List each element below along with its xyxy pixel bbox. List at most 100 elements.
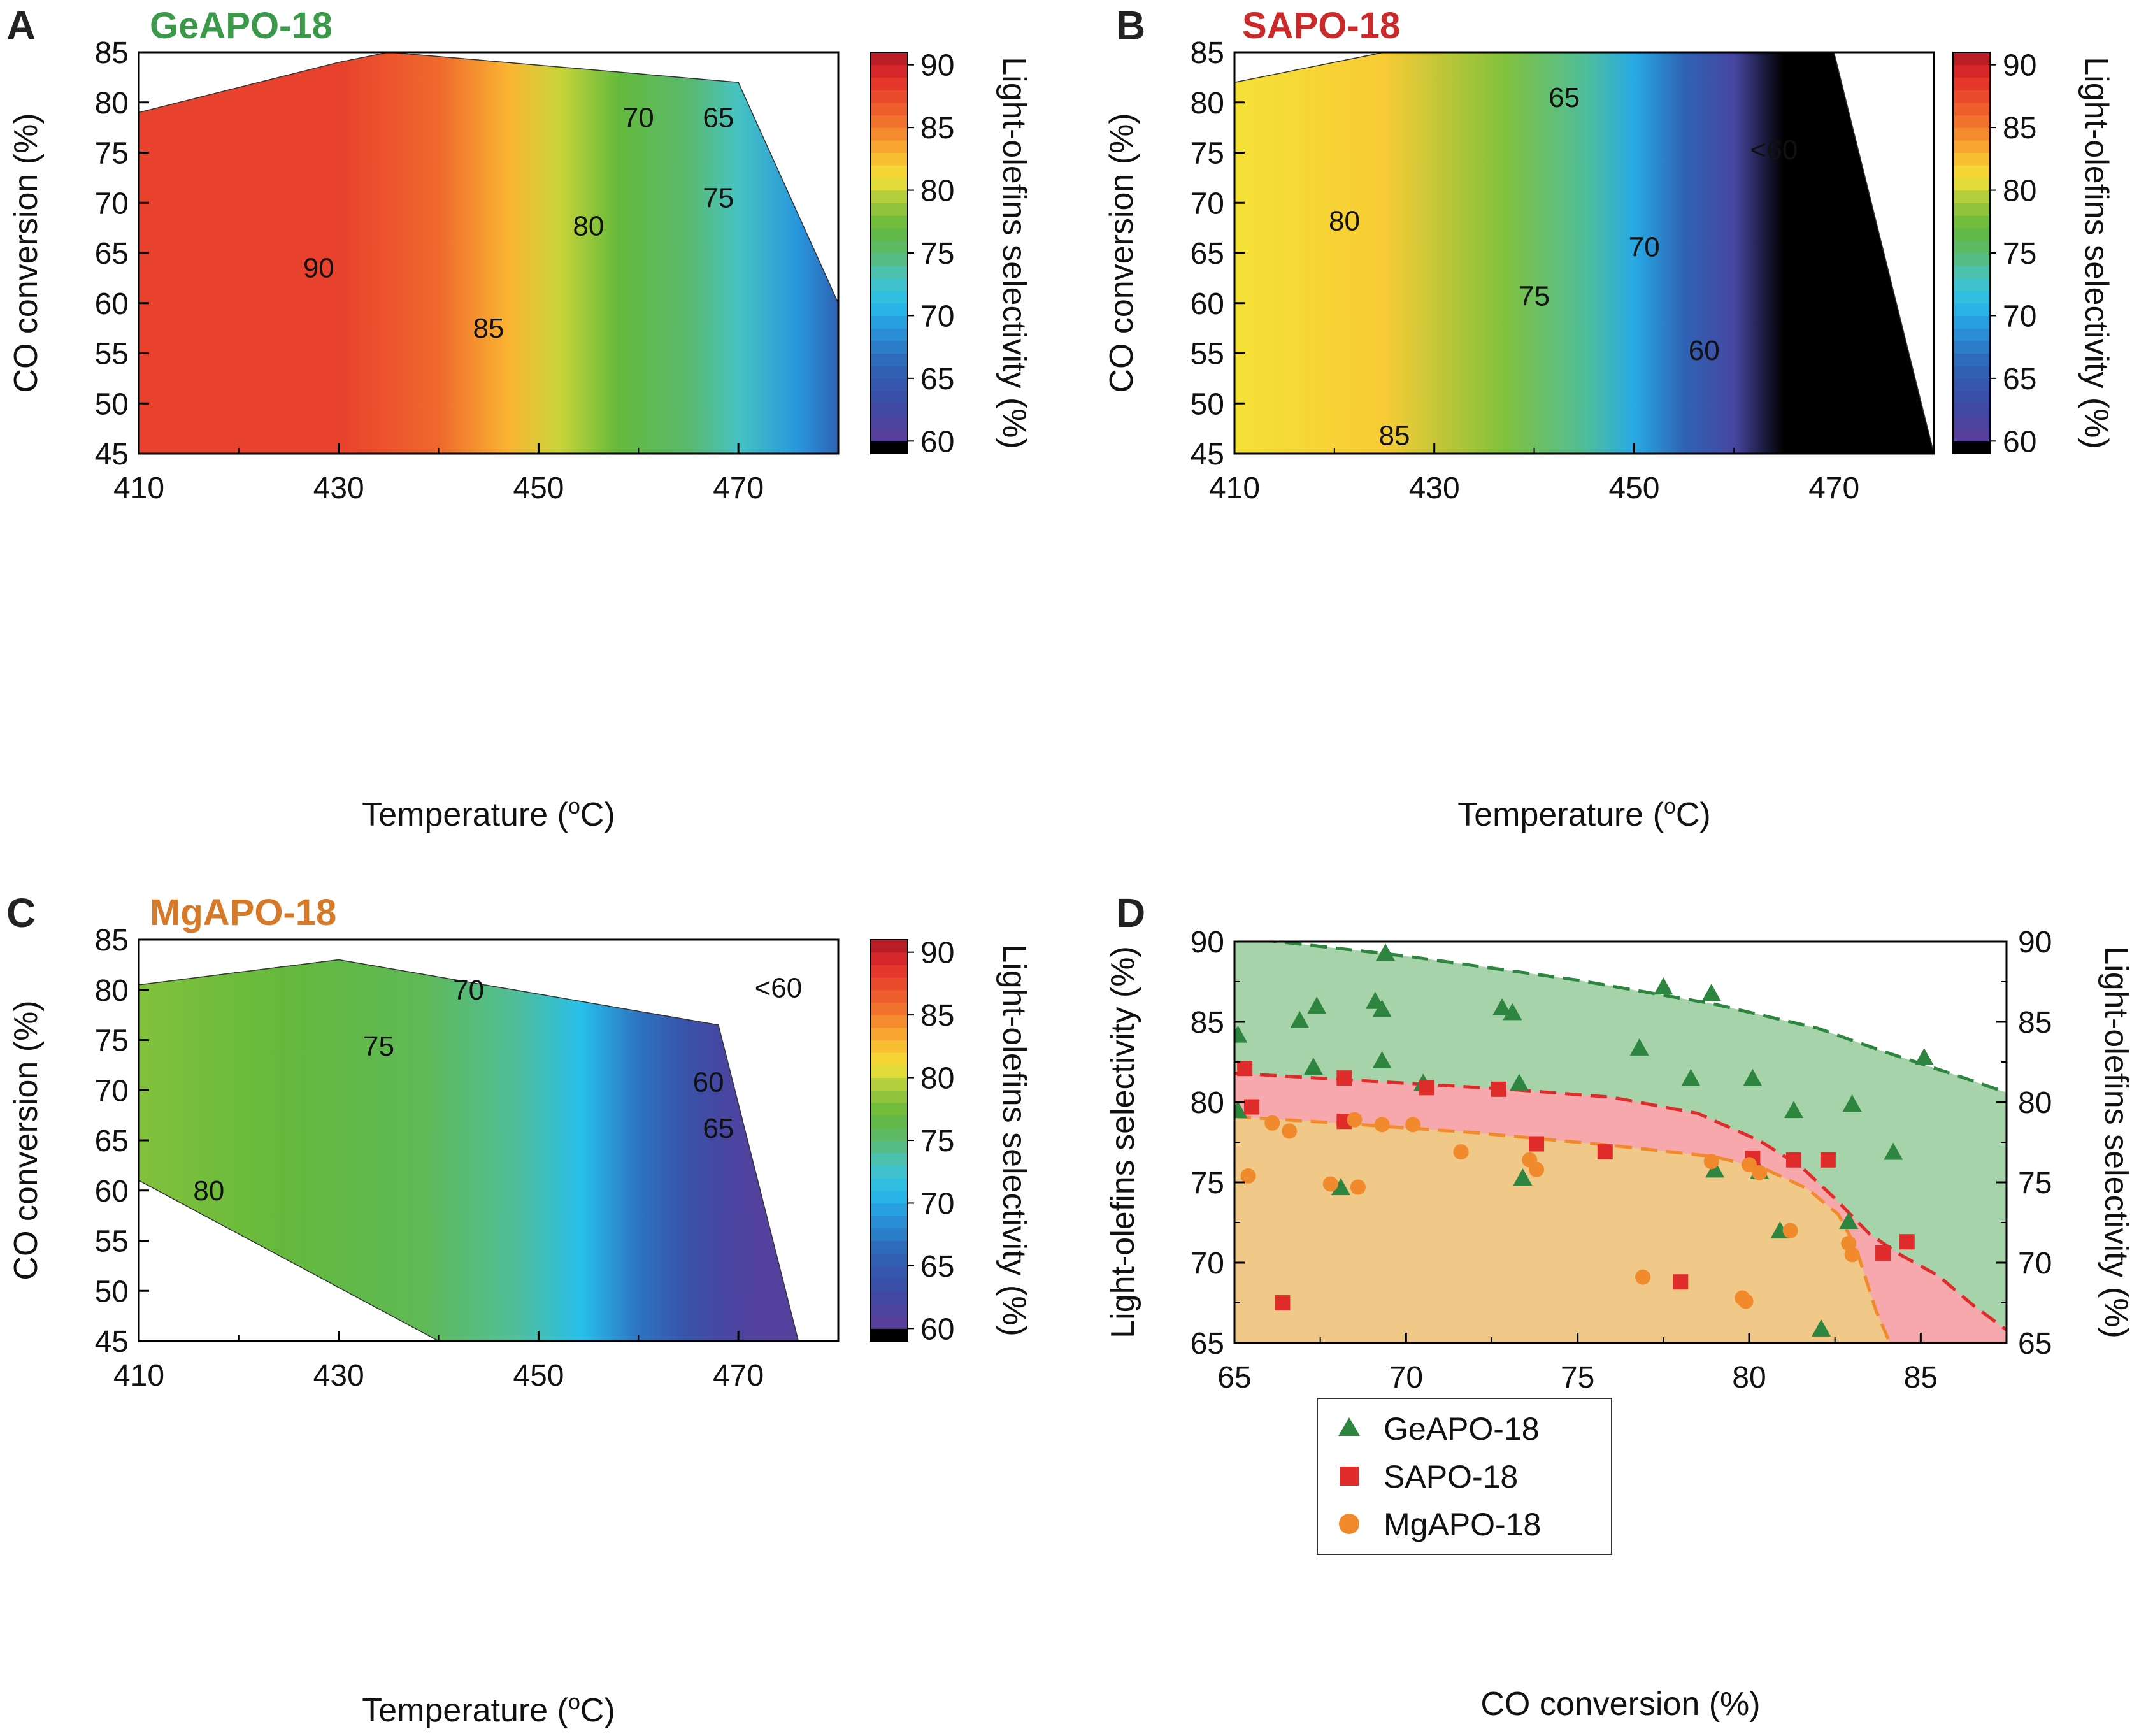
colorbar-segment <box>1953 303 1990 317</box>
colorbar-segment <box>871 940 908 953</box>
colorbar-tick-label: 75 <box>2003 237 2036 271</box>
colorbar-tick-label: 65 <box>920 362 954 396</box>
y-tick-label: 80 <box>1191 87 1224 120</box>
colorbar-segment <box>871 140 908 154</box>
colorbar-segment <box>871 90 908 103</box>
panel-a-heatmap <box>139 52 838 454</box>
data-point <box>1419 1080 1434 1096</box>
panel-c-colorbar: 90 85 80 75 70 65 60 Light-olefins selectivity … <box>870 936 1033 1346</box>
legend-label-mgapo: MgAPO-18 <box>1384 1507 1541 1542</box>
data-point <box>1243 1099 1259 1115</box>
colorbar-tick-label: 75 <box>920 1124 954 1158</box>
data-point <box>1491 1081 1506 1097</box>
x-tick-label: 75 <box>1561 1361 1594 1395</box>
colorbar-segment <box>871 1240 908 1254</box>
y-tick-label: 55 <box>95 1225 129 1259</box>
x-tick-label: 430 <box>313 471 364 505</box>
colorbar-segment <box>871 1040 908 1053</box>
legend-label-geapo: GeAPO-18 <box>1384 1411 1540 1447</box>
colorbar-segment <box>871 1115 908 1128</box>
colorbar-segment <box>871 391 908 404</box>
colorbar-segment <box>1953 240 1990 254</box>
panel-b-heatmap <box>1234 52 1934 454</box>
data-point <box>1513 1168 1533 1186</box>
colorbar-segment <box>871 1253 908 1266</box>
colorbar-tick-label: 85 <box>920 999 954 1033</box>
colorbar-segment <box>871 1002 908 1015</box>
data-point <box>1234 1025 1248 1043</box>
contour-label: 75 <box>703 182 734 213</box>
panel-c-title: MgAPO-18 <box>150 892 336 933</box>
x-tick-label: 450 <box>1608 471 1659 505</box>
y-tick-label: 90 <box>1191 926 1224 959</box>
panel-b-region <box>1234 52 1934 454</box>
contour-label: 80 <box>193 1175 224 1207</box>
y-tick-label-right: 90 <box>2018 926 2052 959</box>
data-point <box>1336 1070 1352 1086</box>
colorbar-segment <box>871 415 908 429</box>
panel-b-contour-labels: 65 <60 80 70 75 60 85 <box>1329 82 1798 452</box>
data-point <box>1701 984 1721 1001</box>
colorbar-segment <box>871 1265 908 1279</box>
x-tick-label: 450 <box>513 1359 564 1393</box>
y-tick-label: 85 <box>1191 36 1224 70</box>
contour-label: 75 <box>363 1031 394 1062</box>
panel-a-x-ticks: 410 430 450 470 <box>113 443 764 505</box>
data-point <box>1307 996 1327 1014</box>
panel-d-y-label-right: Light-olefins selectivity (%) <box>2098 946 2135 1338</box>
colorbar-segment <box>871 215 908 229</box>
data-point <box>1372 1051 1392 1068</box>
envelope-line <box>1263 942 2007 1094</box>
y-tick-label: 60 <box>95 1175 129 1209</box>
colorbar-tick-label: 80 <box>920 175 954 208</box>
colorbar-segment <box>1953 140 1990 154</box>
data-point <box>1290 1011 1310 1028</box>
y-tick-label: 85 <box>95 924 129 958</box>
data-point <box>1629 1038 1649 1056</box>
colorbar-segment <box>1953 415 1990 429</box>
data-point <box>1884 1142 1903 1160</box>
panel-d-y-label: Light-olefins selectivity (%) <box>1105 946 1141 1338</box>
colorbar-tick-label: 60 <box>920 425 954 459</box>
colorbar-tick-label: 70 <box>920 1187 954 1221</box>
colorbar-segment <box>871 1203 908 1216</box>
colorbar-segment <box>871 165 908 178</box>
panel-letter-d: D <box>1116 890 1145 936</box>
data-point <box>1350 1179 1366 1195</box>
y-tick-label-right: 65 <box>2018 1327 2052 1361</box>
panel-a-x-label: Temperature (oC) <box>362 794 615 833</box>
contour-label: 60 <box>1689 335 1720 366</box>
colorbar-tick-label: 60 <box>920 1312 954 1346</box>
data-point <box>1264 1115 1280 1131</box>
panel-a: A GeAPO-18 90 85 80 75 70 65 410 430 450 470 45 5… <box>6 3 1033 833</box>
panel-c-x-ticks: 410 430 450 470 <box>113 1331 764 1393</box>
panel-a-colorbar: 90 85 80 75 70 65 60 Light-olefins selectivity … <box>870 49 1033 459</box>
colorbar-segment <box>871 115 908 128</box>
colorbar-tick-label: 80 <box>920 1062 954 1096</box>
colorbar-segment <box>871 102 908 116</box>
contour-label: 65 <box>703 102 734 133</box>
y-tick-label: 55 <box>95 338 129 371</box>
x-tick-label: 470 <box>713 471 764 505</box>
legend-marker-mgapo <box>1339 1514 1359 1534</box>
colorbar-segment <box>1953 253 1990 266</box>
data-point <box>1453 1144 1469 1160</box>
colorbar-segment <box>871 1077 908 1091</box>
x-tick-label: 450 <box>513 471 564 505</box>
colorbar-segment <box>871 366 908 379</box>
colorbar-tick-label: 85 <box>920 111 954 145</box>
colorbar-segment <box>871 403 908 417</box>
data-point <box>1529 1136 1545 1152</box>
y-tick-label: 85 <box>1191 1006 1224 1040</box>
y-tick-label: 65 <box>1191 1327 1224 1361</box>
colorbar-tick-label: 90 <box>920 936 954 970</box>
colorbar-segment <box>871 1165 908 1179</box>
data-point <box>1752 1165 1768 1180</box>
data-point <box>1597 1144 1613 1160</box>
y-tick-label: 65 <box>95 1124 129 1158</box>
colorbar-segment <box>871 303 908 317</box>
colorbar-segment <box>871 1090 908 1103</box>
colorbar-segment <box>871 152 908 166</box>
y-tick-label: 65 <box>1191 237 1224 271</box>
